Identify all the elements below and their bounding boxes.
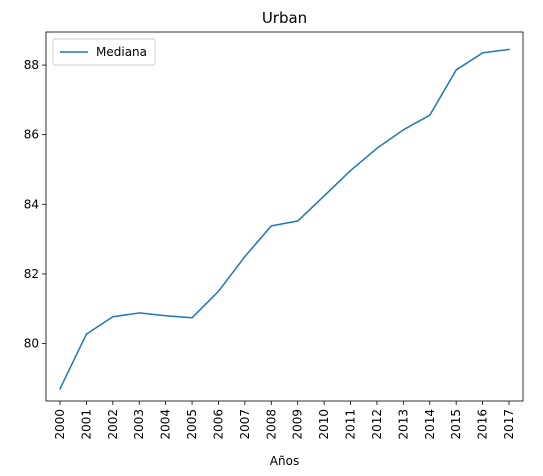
chart-title: Urban (262, 9, 307, 27)
y-tick-label: 84 (24, 197, 39, 211)
x-tick-label: 2010 (317, 409, 331, 440)
y-axis: 80 82 84 86 88 (24, 58, 46, 351)
series-line-mediana (58, 48, 510, 390)
legend: Mediana (52, 38, 156, 66)
x-tick-label: 2003 (132, 409, 146, 440)
legend-box (52, 38, 156, 66)
x-tick-label: 2002 (106, 409, 120, 440)
x-tick-label: 2001 (79, 409, 93, 440)
x-tick-label: 2009 (291, 409, 305, 440)
axes-frame (45, 31, 524, 402)
x-tick-label: 2006 (211, 409, 225, 440)
x-tick-label: 2008 (264, 409, 278, 440)
y-tick-label: 80 (24, 337, 39, 351)
x-tick-label: 2011 (344, 409, 358, 440)
x-tick-label: 2014 (423, 409, 437, 440)
x-tick-label: 2005 (185, 409, 199, 440)
plot-area (58, 48, 510, 390)
x-tick-label: 2017 (502, 409, 516, 440)
legend-label: Mediana (96, 45, 147, 59)
x-axis: 2000 2001 2002 2003 2004 2005 2006 2007 2008 2009… (53, 401, 516, 440)
x-tick-label: 2016 (476, 409, 490, 440)
x-tick-label: 2013 (396, 409, 410, 440)
x-tick-label: 2015 (449, 409, 463, 440)
y-tick-label: 86 (24, 128, 39, 142)
x-tick-label: 2007 (238, 409, 252, 440)
x-tick-label: 2004 (159, 409, 173, 440)
x-tick-label: 2012 (370, 409, 384, 440)
x-axis-label: Años (270, 454, 299, 468)
y-tick-label: 82 (24, 267, 39, 281)
y-tick-label: 88 (24, 58, 39, 72)
x-tick-label: 2000 (53, 409, 67, 440)
